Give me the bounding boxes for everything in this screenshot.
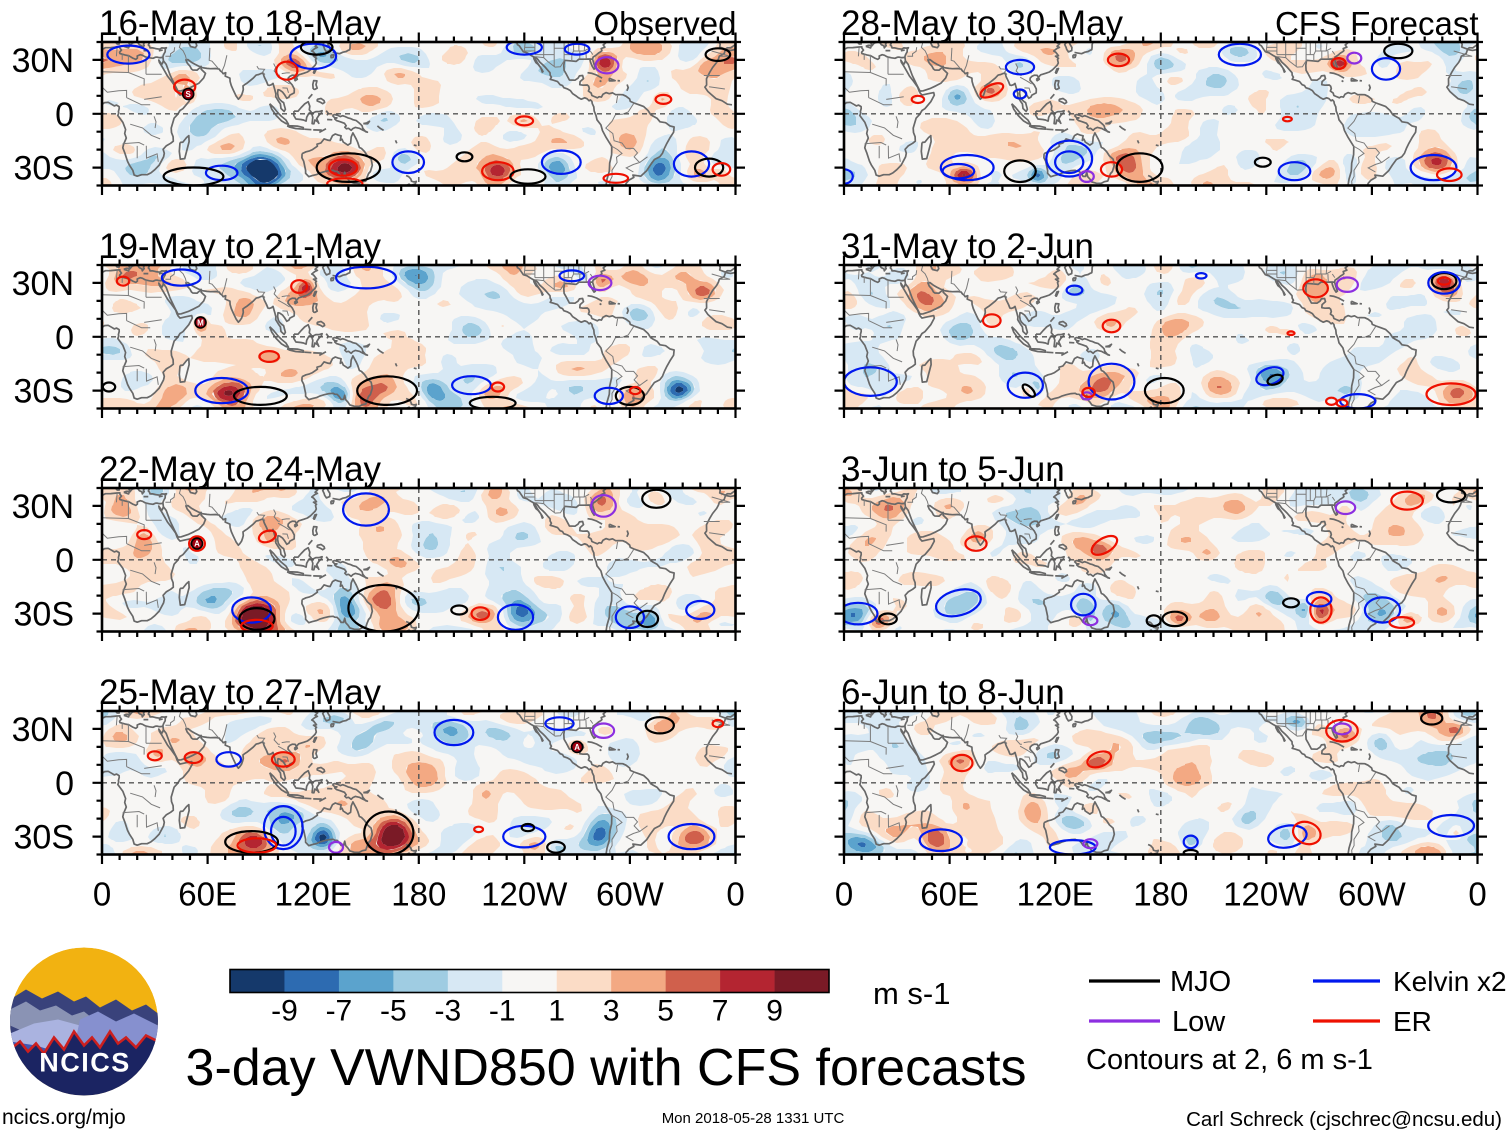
svg-text:120E: 120E xyxy=(1017,876,1094,913)
svg-text:M: M xyxy=(197,318,204,327)
svg-text:30S: 30S xyxy=(14,373,75,411)
svg-text:ER: ER xyxy=(1393,1006,1432,1037)
svg-text:30S: 30S xyxy=(14,150,75,188)
svg-text:-7: -7 xyxy=(326,995,353,1028)
svg-text:0: 0 xyxy=(93,876,111,913)
svg-text:30N: 30N xyxy=(12,488,74,526)
svg-text:Observed: Observed xyxy=(593,5,736,42)
svg-text:3-day VWND850 with CFS forecas: 3-day VWND850 with CFS forecasts xyxy=(186,1039,1027,1097)
svg-text:30S: 30S xyxy=(14,819,75,857)
svg-text:Contours at 2, 6 m s-1: Contours at 2, 6 m s-1 xyxy=(1086,1044,1373,1076)
svg-text:30S: 30S xyxy=(14,596,75,634)
svg-text:19-May to 21-May: 19-May to 21-May xyxy=(99,227,382,266)
svg-text:Mon 2018-05-28 1331 UTC: Mon 2018-05-28 1331 UTC xyxy=(662,1110,845,1127)
svg-text:120W: 120W xyxy=(1223,876,1310,913)
svg-text:120E: 120E xyxy=(275,876,352,913)
svg-text:30N: 30N xyxy=(12,711,74,749)
svg-text:1: 1 xyxy=(548,995,565,1028)
svg-text:31-May to 2-Jun: 31-May to 2-Jun xyxy=(841,227,1094,266)
svg-text:0: 0 xyxy=(55,542,74,580)
svg-text:Carl Schreck (cjschrec@ncsu.ed: Carl Schreck (cjschrec@ncsu.edu) xyxy=(1186,1108,1502,1131)
svg-text:3-Jun to 5-Jun: 3-Jun to 5-Jun xyxy=(841,450,1065,489)
svg-text:25-May to 27-May: 25-May to 27-May xyxy=(99,673,382,712)
svg-text:22-May to 24-May: 22-May to 24-May xyxy=(99,450,382,489)
svg-text:5: 5 xyxy=(657,995,674,1028)
svg-text:60W: 60W xyxy=(1338,876,1407,913)
svg-text:-5: -5 xyxy=(380,995,407,1028)
svg-text:28-May to 30-May: 28-May to 30-May xyxy=(841,4,1124,43)
svg-text:ncics.org/mjo: ncics.org/mjo xyxy=(2,1106,126,1129)
svg-text:-9: -9 xyxy=(271,995,298,1028)
svg-text:120W: 120W xyxy=(481,876,568,913)
svg-text:0: 0 xyxy=(55,765,74,803)
svg-text:6-Jun to 8-Jun: 6-Jun to 8-Jun xyxy=(841,673,1065,712)
svg-text:A: A xyxy=(574,743,580,752)
svg-text:60E: 60E xyxy=(920,876,979,913)
svg-text:S: S xyxy=(186,90,192,99)
svg-text:m s-1: m s-1 xyxy=(873,976,951,1011)
svg-text:Low: Low xyxy=(1172,1006,1226,1038)
svg-text:0: 0 xyxy=(1468,876,1486,913)
svg-text:180: 180 xyxy=(391,876,446,913)
svg-text:0: 0 xyxy=(835,876,853,913)
svg-text:0: 0 xyxy=(55,319,74,357)
svg-text:16-May to 18-May: 16-May to 18-May xyxy=(99,4,382,43)
svg-text:MJO: MJO xyxy=(1170,966,1231,998)
svg-text:-3: -3 xyxy=(434,995,461,1028)
svg-text:-1: -1 xyxy=(489,995,516,1028)
svg-text:0: 0 xyxy=(726,876,744,913)
svg-text:CFS Forecast: CFS Forecast xyxy=(1275,5,1479,42)
svg-text:30N: 30N xyxy=(12,265,74,303)
svg-text:7: 7 xyxy=(712,995,729,1028)
svg-text:3: 3 xyxy=(603,995,620,1028)
svg-text:60E: 60E xyxy=(178,876,237,913)
svg-text:30N: 30N xyxy=(12,42,74,80)
svg-text:180: 180 xyxy=(1133,876,1188,913)
svg-text:A: A xyxy=(194,540,200,549)
svg-text:Kelvin x2: Kelvin x2 xyxy=(1393,966,1507,997)
svg-text:60W: 60W xyxy=(596,876,665,913)
svg-text:0: 0 xyxy=(55,96,74,134)
svg-text:9: 9 xyxy=(766,995,783,1028)
svg-text:NCICS: NCICS xyxy=(39,1048,131,1078)
